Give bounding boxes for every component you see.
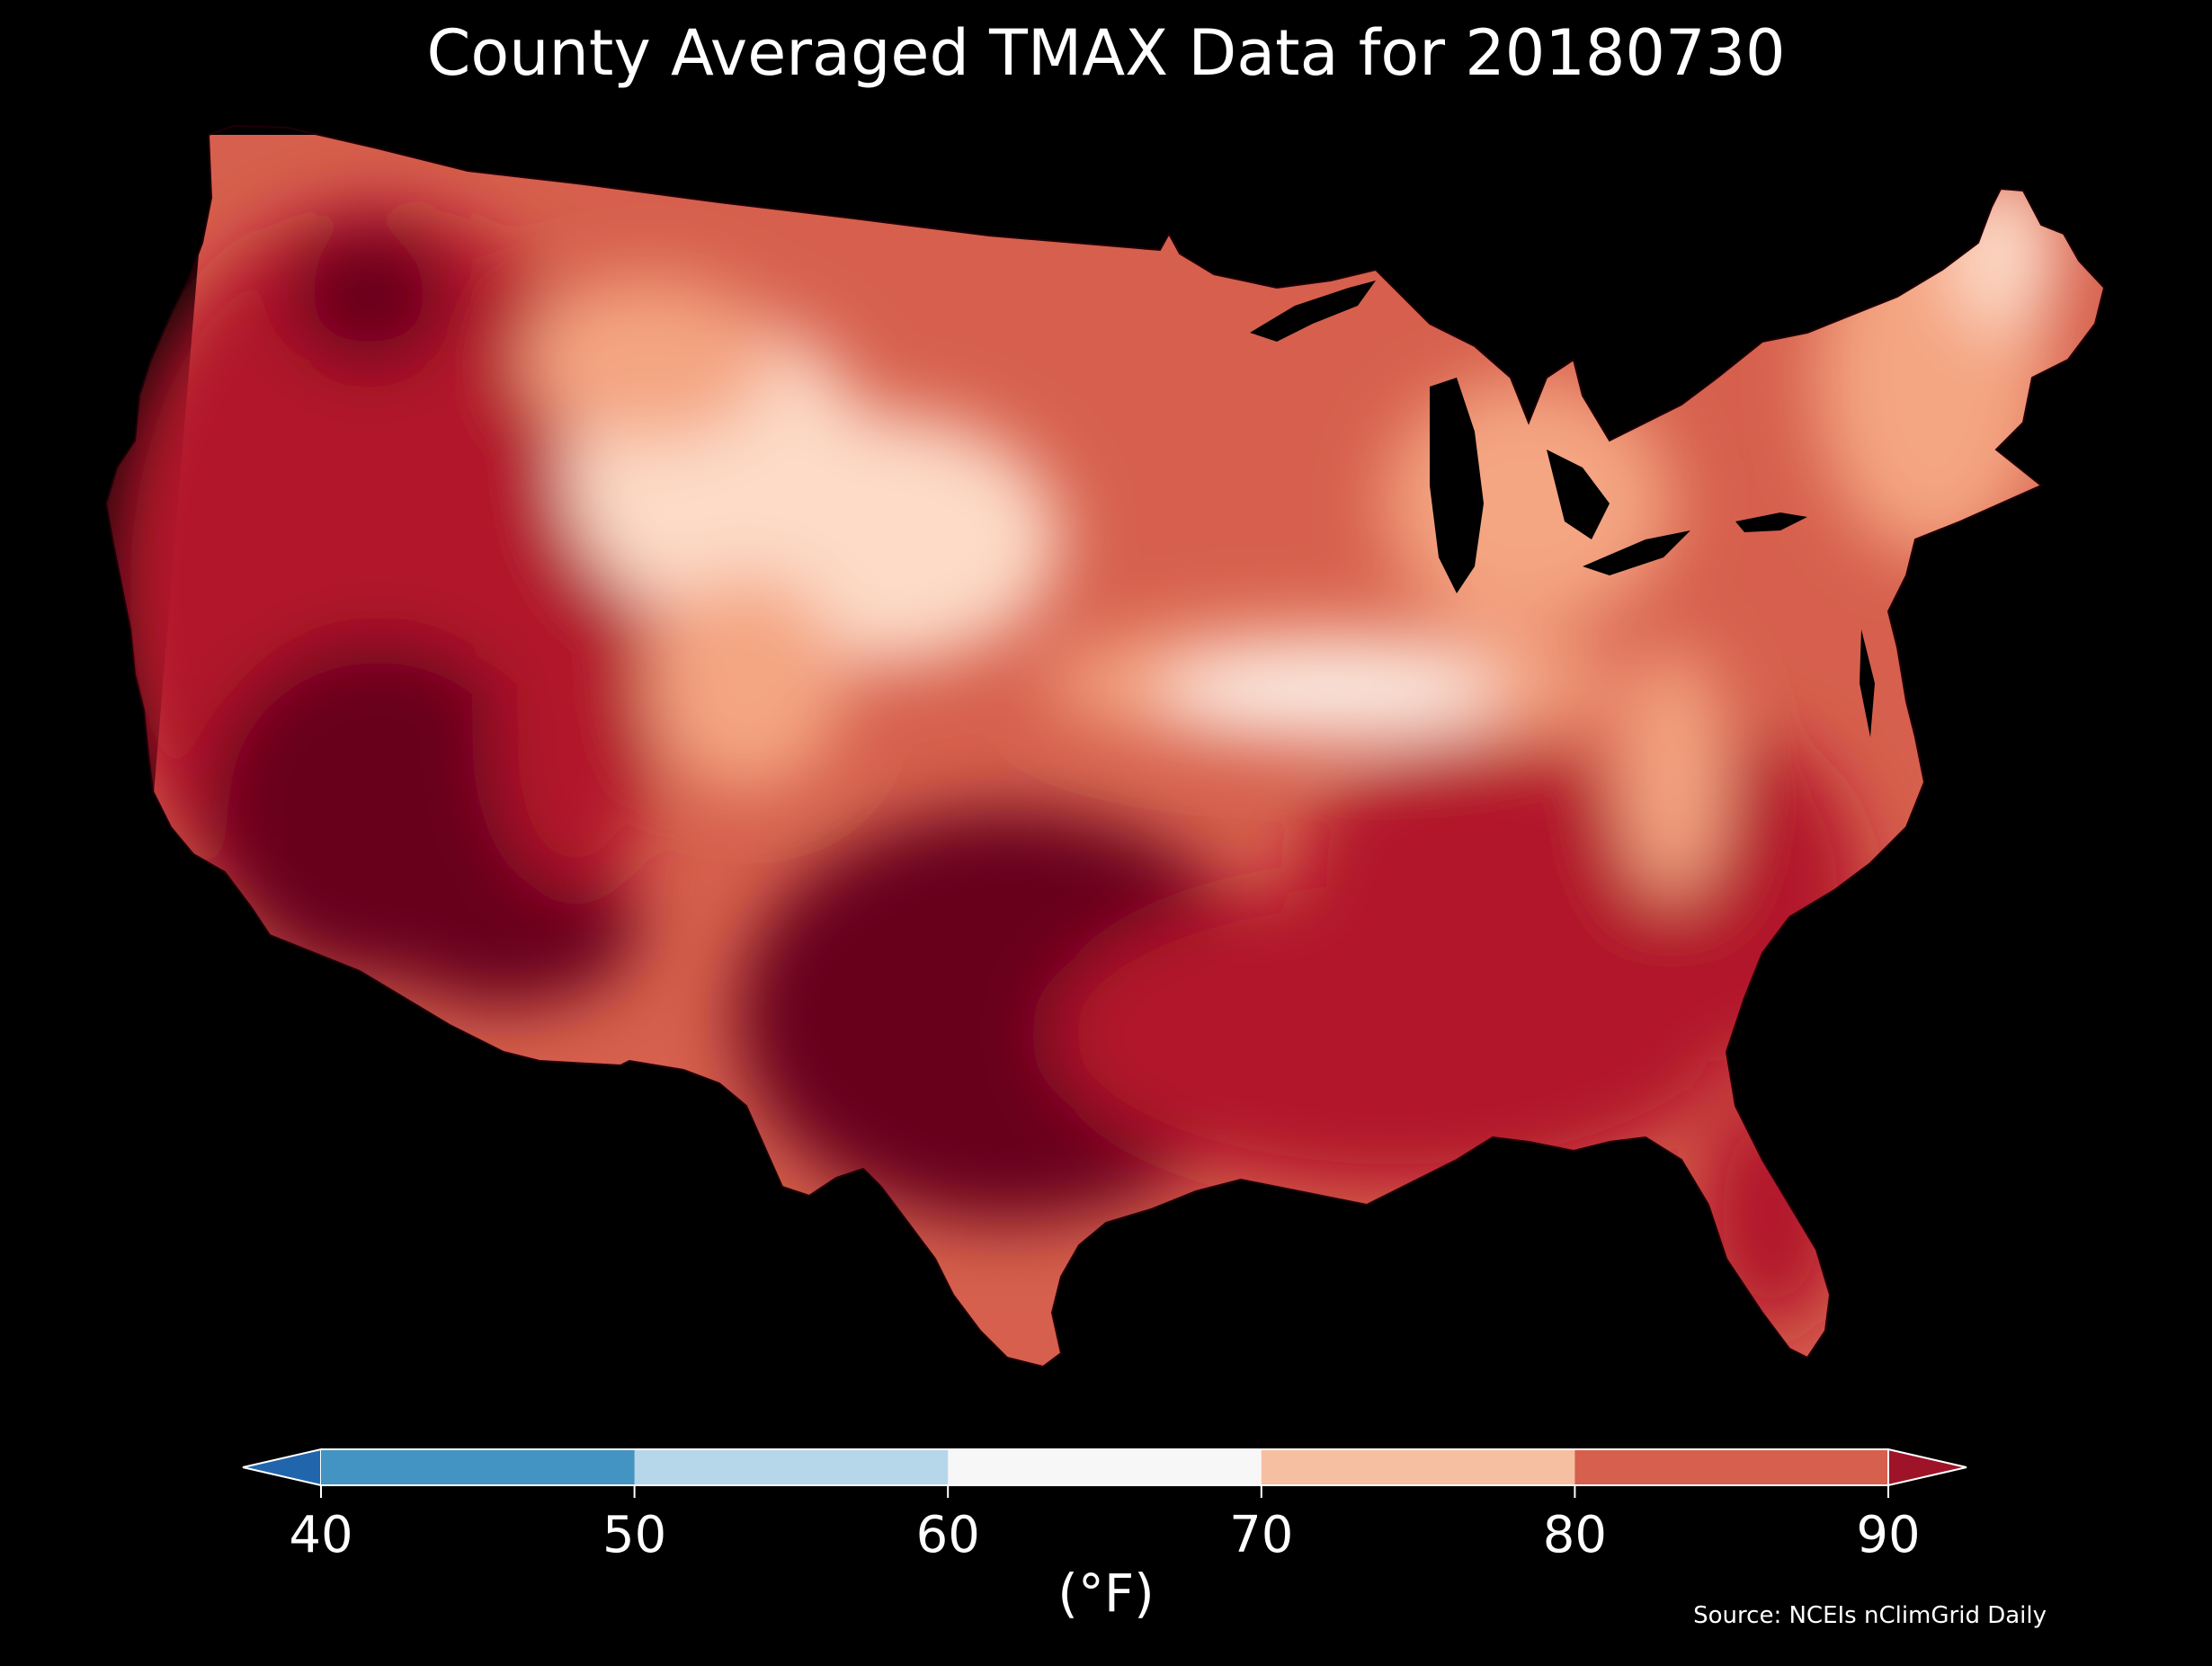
colorbar-bin-60-70 xyxy=(948,1449,1262,1485)
mild-region-montana xyxy=(522,279,773,441)
colorbar-frame xyxy=(321,1448,1888,1486)
chesapeake-bay xyxy=(1860,629,1875,737)
colorbar-tick-label: 70 xyxy=(1229,1506,1293,1564)
colorbar-tick-label: 50 xyxy=(602,1506,666,1564)
lake-ontario xyxy=(1735,512,1807,532)
hot-region-southeast xyxy=(1052,881,1735,1187)
hot-region-tennessee-valley xyxy=(1304,746,1663,962)
colorbar-extend-high xyxy=(1887,1448,1967,1487)
mild-band-appalachians xyxy=(1619,647,1726,899)
colorbar-tick-label: 80 xyxy=(1543,1506,1607,1564)
colorbar-units-label: (°F) xyxy=(1057,1563,1155,1624)
page-title: County Averaged TMAX Data for 20180730 xyxy=(426,16,1786,90)
coolest-band-ohio-valley xyxy=(1160,652,1502,733)
colorbar-bin-80-90 xyxy=(1574,1449,1889,1485)
hottest-region-inland-northwest xyxy=(288,225,450,369)
lake-erie xyxy=(1583,530,1690,575)
hot-region-colorado-plateau xyxy=(495,584,656,890)
lake-huron xyxy=(1547,450,1610,539)
colorbar-tick-label: 90 xyxy=(1856,1506,1920,1564)
lake-superior xyxy=(1250,281,1376,342)
colorbar-bin-40-50 xyxy=(321,1449,636,1485)
colorbar-extend-low xyxy=(242,1448,322,1487)
colorbar-tick-label: 40 xyxy=(289,1506,352,1564)
lake-michigan xyxy=(1430,378,1484,593)
mild-region-colorado xyxy=(647,575,845,791)
us-county-map xyxy=(105,125,2105,1368)
colorbar-bin-70-80 xyxy=(1261,1449,1575,1485)
colorbar-bin-50-60 xyxy=(634,1449,949,1485)
colorbar-tick-label: 60 xyxy=(916,1506,980,1564)
source-credit: Source: NCEIs nClimGrid Daily xyxy=(1693,1602,2047,1629)
